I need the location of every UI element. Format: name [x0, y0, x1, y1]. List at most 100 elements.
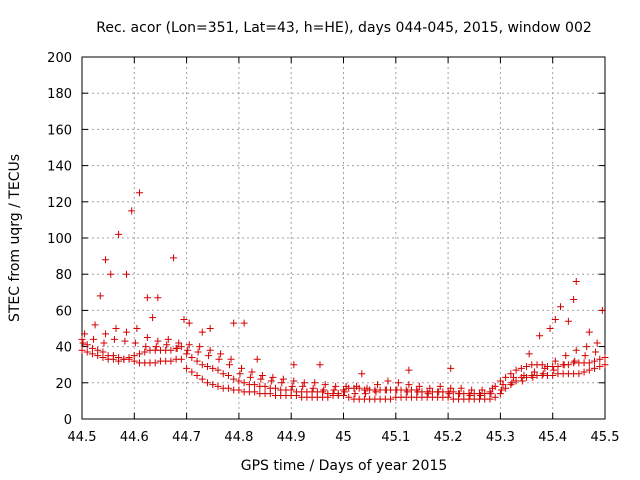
data-point [585, 328, 593, 336]
data-point [110, 335, 118, 343]
data-point [185, 341, 193, 349]
x-tick-label: 44.5 [68, 430, 97, 445]
data-point [299, 382, 307, 390]
data-point [601, 353, 609, 361]
data-point [571, 357, 579, 365]
data-point [130, 352, 138, 360]
data-point [102, 256, 110, 264]
y-tick-label: 40 [55, 341, 72, 356]
data-point [321, 381, 329, 389]
data-point [81, 330, 89, 338]
data-point [88, 350, 96, 358]
data-point [188, 368, 196, 376]
data-point [91, 321, 99, 329]
x-tick-label: 44.7 [172, 430, 201, 445]
data-point [287, 386, 295, 394]
data-point [551, 315, 559, 323]
data-point [557, 303, 565, 311]
data-point [413, 386, 421, 394]
data-point [447, 364, 455, 372]
data-point [128, 207, 136, 215]
y-tick-label: 200 [47, 51, 72, 66]
data-point [205, 352, 213, 360]
data-point [141, 348, 149, 356]
data-point [481, 390, 489, 398]
data-point [204, 363, 212, 371]
data-point [387, 395, 395, 403]
y-tick-label: 0 [64, 413, 72, 428]
data-points [78, 189, 609, 403]
data-point [177, 343, 185, 351]
data-point [311, 379, 319, 387]
y-tick-label: 120 [47, 196, 72, 211]
data-point [520, 372, 528, 380]
data-point [122, 270, 130, 278]
data-point [94, 352, 102, 360]
data-point [342, 382, 350, 390]
data-point [572, 346, 580, 354]
x-tick-labels: 44.5 44.6 44.7 44.8 44.9 45 45.1 45.2 45.3 45.4 45… [68, 430, 620, 445]
data-point [502, 373, 510, 381]
data-point [261, 382, 269, 390]
data-point [363, 384, 371, 392]
data-point [107, 270, 115, 278]
data-point [546, 325, 554, 332]
data-point [288, 382, 296, 390]
data-point [230, 319, 238, 327]
data-point [209, 381, 217, 389]
data-point [393, 386, 401, 394]
data-point [236, 370, 244, 378]
data-point [551, 357, 559, 365]
data-point [100, 339, 108, 347]
data-point [120, 355, 128, 363]
data-point [518, 377, 526, 385]
data-point [188, 353, 196, 361]
data-point [403, 388, 411, 396]
data-point [257, 375, 265, 383]
data-point [290, 361, 298, 369]
data-point [219, 370, 227, 378]
data-point [572, 277, 580, 285]
data-point [253, 355, 261, 363]
data-point [154, 294, 162, 302]
data-point [125, 353, 133, 361]
y-axis-label: STEC from uqrg / TECUs [7, 154, 23, 322]
data-point [585, 359, 593, 367]
data-point [372, 388, 380, 396]
data-point [538, 361, 546, 369]
data-point [215, 355, 223, 363]
data-point [436, 382, 444, 390]
data-point [585, 366, 593, 374]
data-point [345, 393, 353, 401]
data-point [496, 377, 504, 385]
y-tick-label: 20 [55, 377, 72, 392]
data-point [136, 350, 144, 358]
data-point [167, 357, 175, 365]
data-point [217, 350, 225, 358]
chart-title: Rec. acor (Lon=351, Lat=43, h=HE), days … [96, 20, 592, 36]
data-point [196, 343, 204, 351]
data-point [598, 306, 606, 314]
data-point [435, 388, 443, 396]
data-point [491, 393, 499, 401]
data-point [131, 339, 139, 347]
data-point [183, 350, 191, 358]
data-point [580, 368, 588, 376]
data-point [536, 332, 544, 340]
data-point [102, 330, 110, 338]
data-point [122, 328, 130, 336]
data-point [83, 341, 91, 349]
data-point [361, 390, 369, 398]
data-point [592, 348, 600, 356]
data-point [194, 348, 202, 356]
data-point [78, 335, 86, 343]
data-point [502, 384, 510, 392]
x-axis-label: GPS time / Days of year 2015 [241, 458, 448, 474]
y-tick-label: 160 [47, 123, 72, 138]
x-tick-label: 45.2 [434, 430, 463, 445]
data-point [509, 373, 517, 381]
data-point [405, 366, 413, 374]
data-point [109, 355, 117, 363]
data-point [340, 386, 347, 394]
